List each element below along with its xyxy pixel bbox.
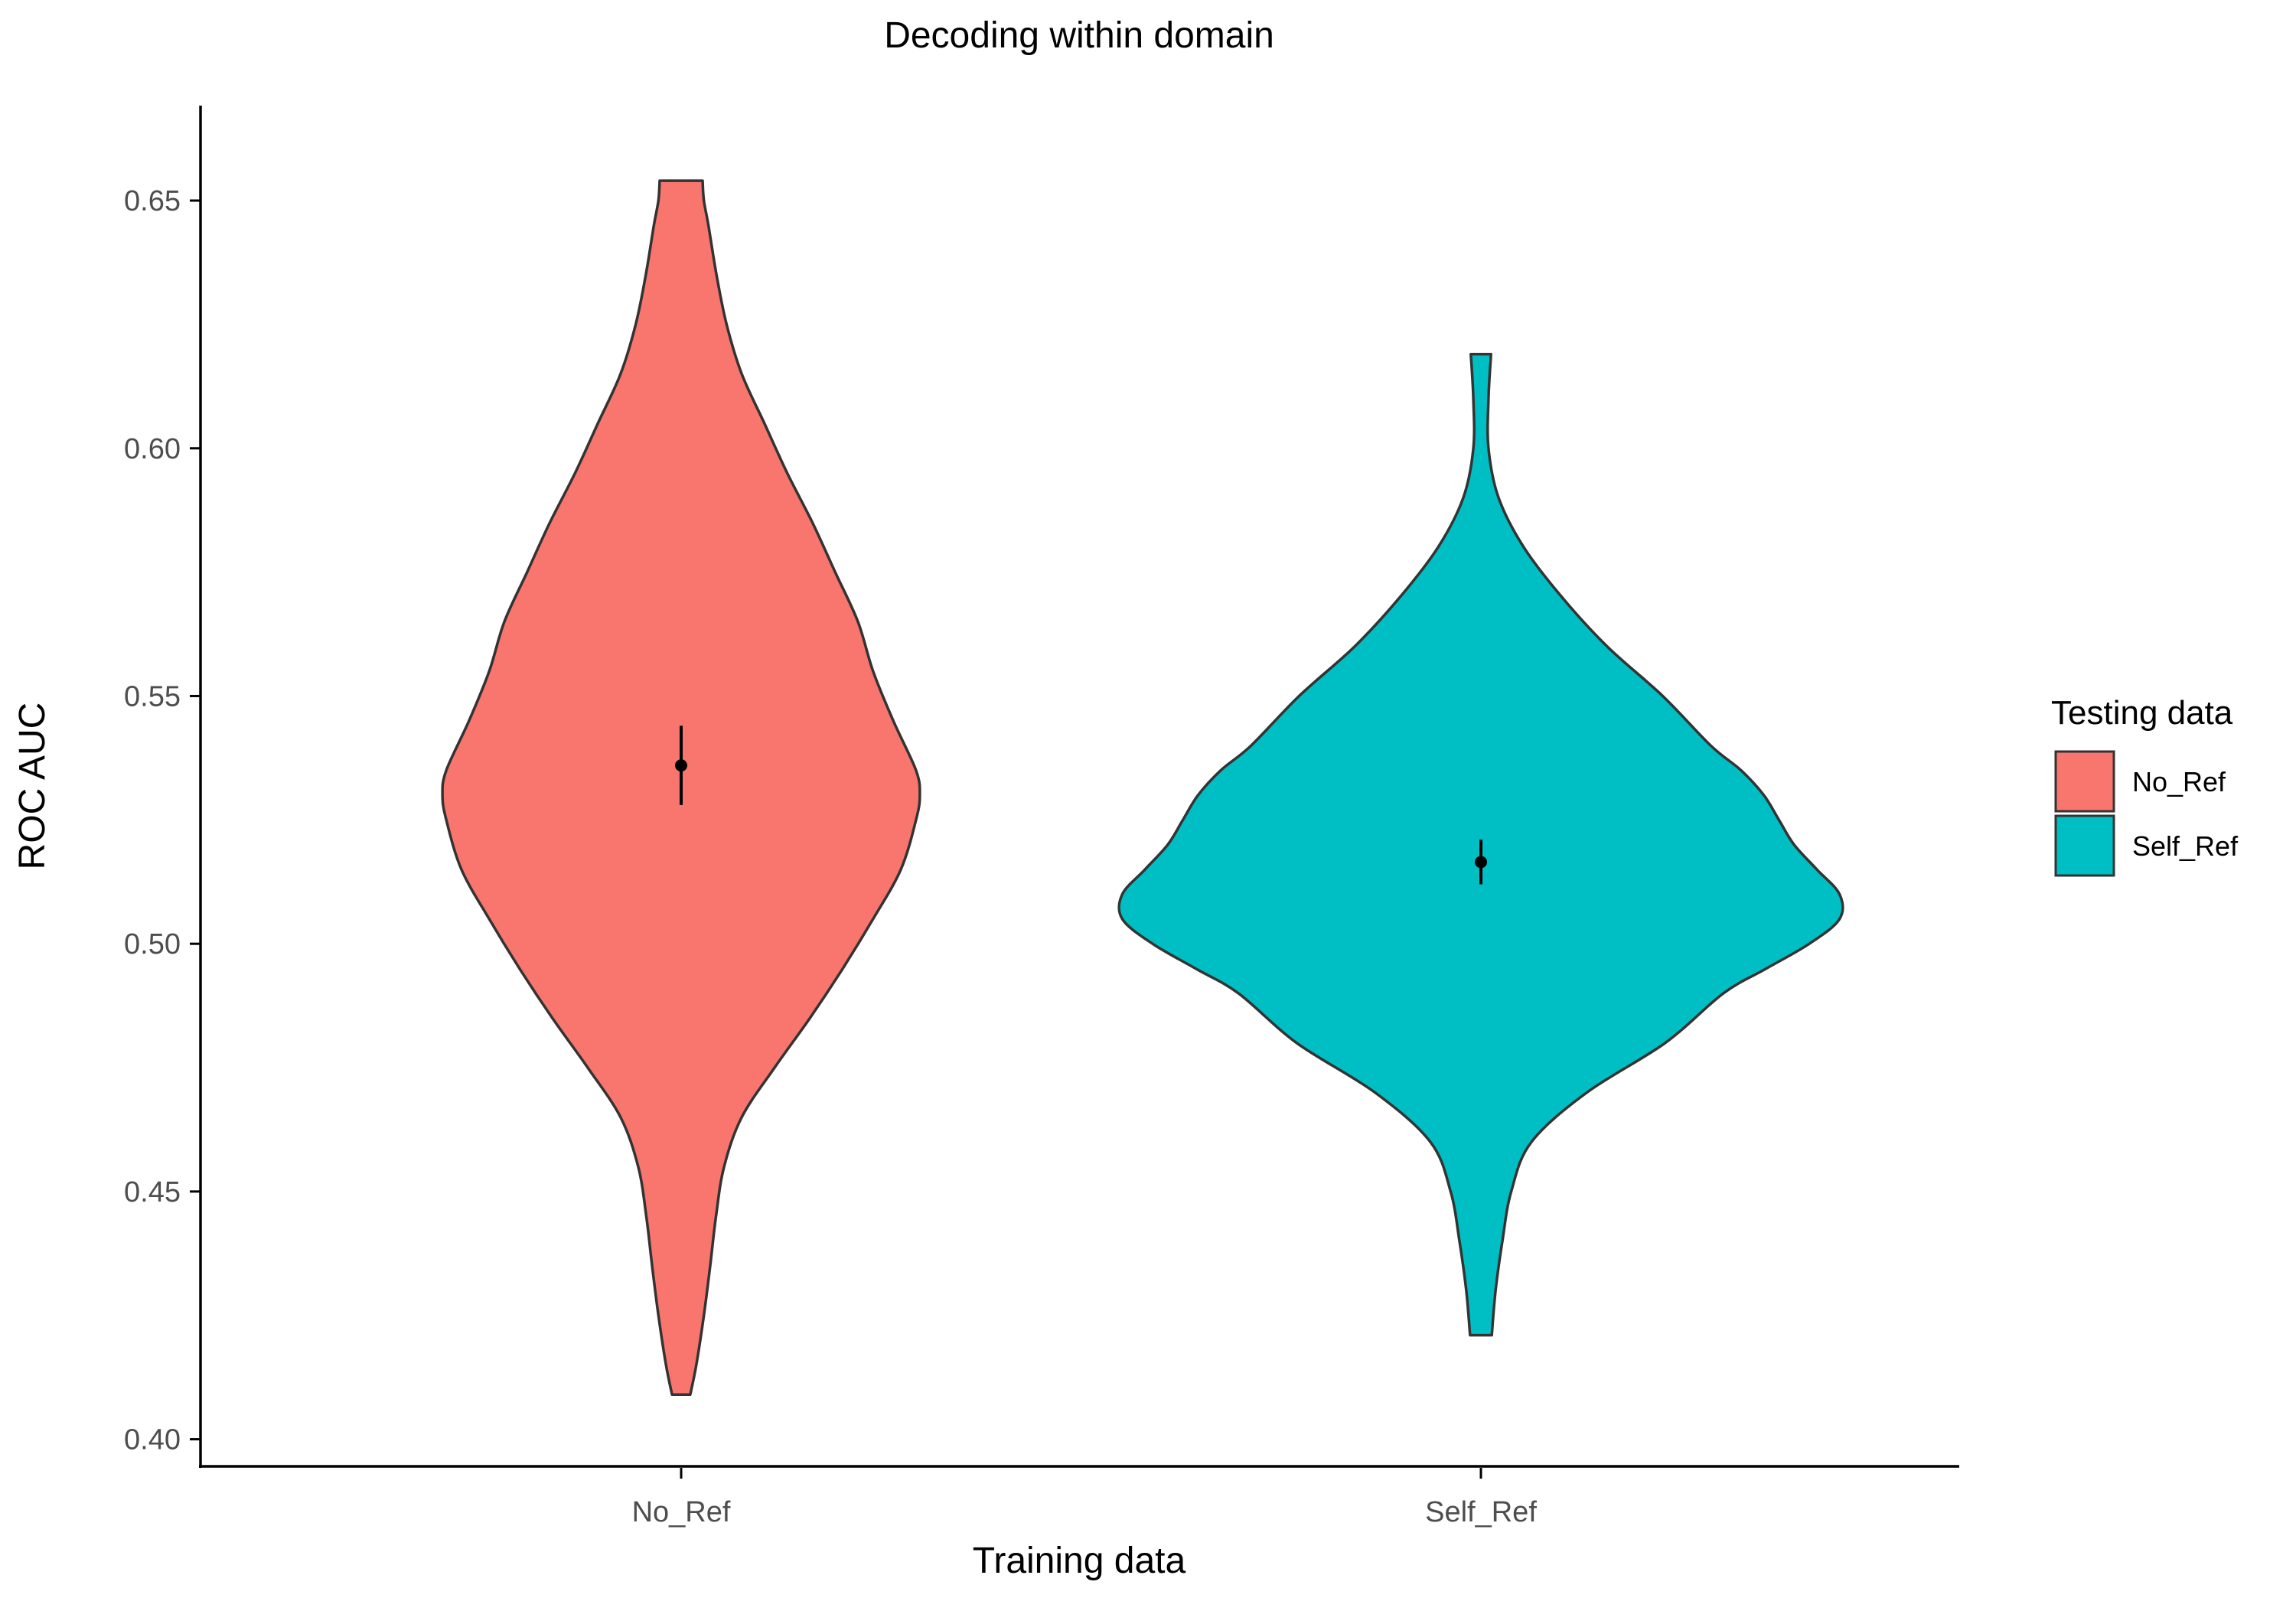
y-tick-label: 0.50 xyxy=(124,928,181,960)
x-axis-ticks: No_Ref Self_Ref xyxy=(632,1468,1537,1528)
y-tick-label: 0.65 xyxy=(124,185,181,217)
legend-key-self-ref xyxy=(2054,814,2115,877)
chart-title: Decoding within domain xyxy=(884,15,1274,56)
legend-key-no-ref xyxy=(2054,750,2115,813)
y-axis-title: ROC AUC xyxy=(12,703,53,870)
y-tick-label: 0.40 xyxy=(124,1424,181,1456)
x-tick-label: No_Ref xyxy=(632,1496,731,1528)
mean-point xyxy=(1475,856,1487,869)
legend-label: No_Ref xyxy=(2132,766,2226,797)
mean-point xyxy=(675,759,687,772)
legend-title: Testing data xyxy=(2051,694,2233,732)
x-tick-label: Self_Ref xyxy=(1425,1496,1537,1528)
error-bars-layer xyxy=(675,726,1487,885)
y-tick-label: 0.60 xyxy=(124,433,181,465)
y-axis-ticks: 0.40 0.45 0.50 0.55 0.60 0.65 xyxy=(124,185,201,1456)
x-axis-title: Training data xyxy=(973,1541,1186,1581)
violins-layer xyxy=(441,179,1844,1397)
y-tick-label: 0.45 xyxy=(124,1176,181,1208)
legend-label: Self_Ref xyxy=(2132,830,2239,862)
legend: Testing data No_Ref Self_Ref xyxy=(2051,694,2239,877)
y-tick-label: 0.55 xyxy=(124,680,181,713)
